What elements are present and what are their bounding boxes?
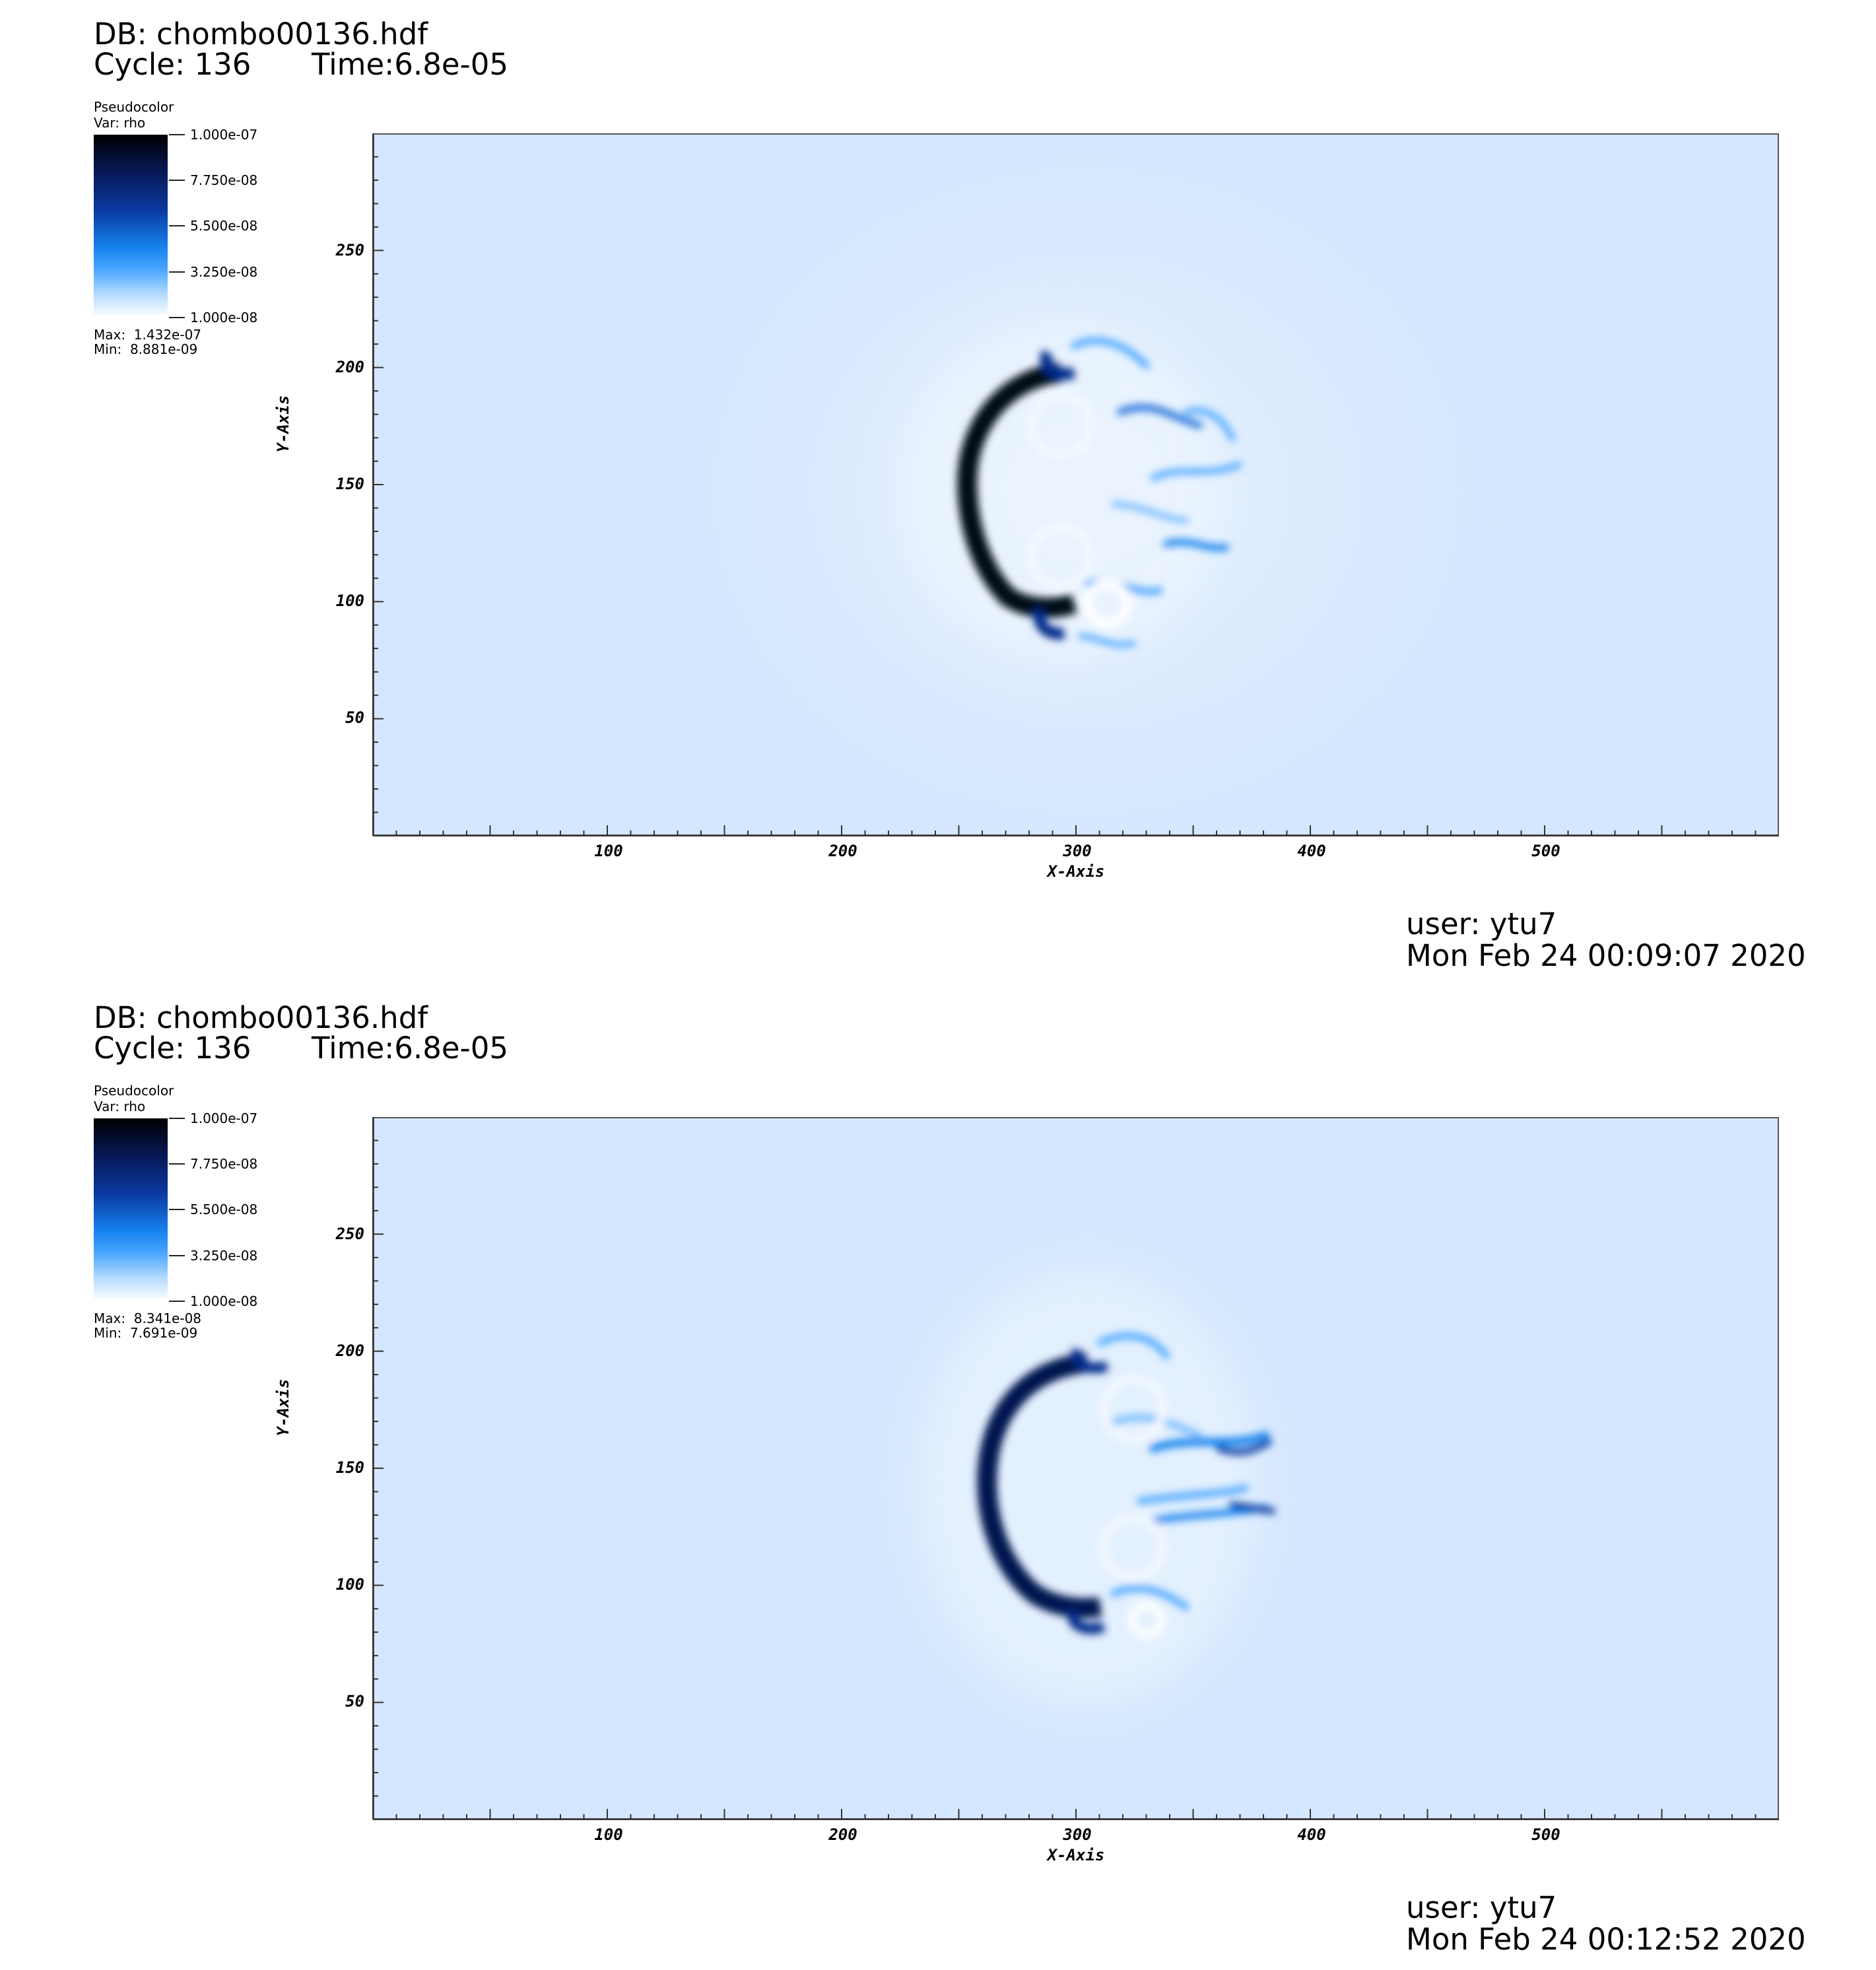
cycle-time-line: Cycle: 136 Time:6.8e-05 bbox=[94, 49, 508, 81]
y-tick-label: 100 bbox=[335, 592, 364, 610]
colorbar-tick-label: 1.000e-08 bbox=[190, 310, 258, 325]
legend-title: Pseudocolor Var: rho bbox=[94, 1083, 174, 1114]
colorbar-tick-label: 3.250e-08 bbox=[190, 264, 258, 280]
colorbar-tick-label: 1.000e-07 bbox=[190, 1110, 258, 1126]
x-tick-label: 100 bbox=[594, 842, 623, 860]
x-tick-label: 100 bbox=[594, 1825, 623, 1844]
colorbar-tick-label: 5.500e-08 bbox=[190, 1202, 258, 1217]
plot-panel-1: DB: chombo00136.hdf Cycle: 136 Time:6.8e-… bbox=[94, 17, 1806, 973]
colorbar-tick-label: 7.750e-08 bbox=[190, 1156, 258, 1172]
db-title: DB: chombo00136.hdf bbox=[94, 1000, 428, 1035]
db-title: DB: chombo00136.hdf bbox=[94, 17, 428, 51]
y-tick-label: 200 bbox=[335, 1342, 364, 1360]
legend-min: Min: 7.691e-09 bbox=[94, 1325, 198, 1341]
plot-area bbox=[373, 1117, 1779, 1819]
x-tick-label: 400 bbox=[1297, 842, 1326, 860]
legend-plot-type: Pseudocolor bbox=[94, 1083, 174, 1099]
colorbar-tick bbox=[169, 134, 185, 135]
colorbar bbox=[94, 1118, 168, 1301]
colorbar-tick bbox=[169, 180, 185, 181]
legend-var: Var: rho bbox=[94, 1099, 146, 1114]
x-tick-label: 300 bbox=[1063, 842, 1092, 860]
colorbar-tick bbox=[169, 1209, 185, 1210]
legend-var: Var: rho bbox=[94, 115, 146, 131]
colorbar-tick-label: 1.000e-08 bbox=[190, 1293, 258, 1309]
axes-ticks bbox=[372, 133, 1779, 836]
instability-plumes bbox=[1027, 337, 1242, 648]
user-label: user: ytu7 bbox=[1406, 1890, 1557, 1925]
x-tick-label: 200 bbox=[828, 842, 857, 860]
colorbar-tick bbox=[169, 1163, 185, 1165]
legend-max: Max: 8.341e-08 bbox=[94, 1310, 202, 1326]
y-tick-label: 100 bbox=[335, 1575, 364, 1594]
x-ticks bbox=[395, 1809, 1757, 1819]
colorbar-tick bbox=[169, 317, 185, 318]
density-field bbox=[704, 161, 1470, 821]
y-ticks bbox=[373, 1139, 384, 1797]
legend-min: Min: 8.881e-09 bbox=[94, 341, 198, 357]
y-tick-label: 50 bbox=[345, 708, 364, 727]
user-label: user: ytu7 bbox=[1406, 906, 1557, 941]
density-field bbox=[916, 1270, 1275, 1706]
instability-plumes bbox=[1097, 1332, 1275, 1639]
y-tick-label: 150 bbox=[335, 475, 364, 493]
colorbar-tick-label: 7.750e-08 bbox=[190, 172, 258, 188]
cycle-label: Cycle: 136 bbox=[94, 47, 251, 82]
shocked-front bbox=[977, 1348, 1109, 1635]
date-label: Mon Feb 24 00:09:07 2020 bbox=[1406, 938, 1806, 973]
date-label: Mon Feb 24 00:12:52 2020 bbox=[1406, 1922, 1806, 1957]
x-tick-label: 400 bbox=[1297, 1825, 1326, 1844]
shocked-front bbox=[957, 349, 1077, 640]
x-axis-title: X-Axis bbox=[1047, 1846, 1105, 1864]
x-ticks bbox=[395, 825, 1757, 836]
colorbar-tick-label: 5.500e-08 bbox=[190, 218, 258, 234]
legend-max: Max: 1.432e-07 bbox=[94, 327, 202, 343]
cycle-time-line: Cycle: 136 Time:6.8e-05 bbox=[94, 1033, 508, 1064]
time-label: Time:6.8e-05 bbox=[312, 1031, 509, 1066]
colorbar-tick bbox=[169, 1301, 185, 1302]
legend-plot-type: Pseudocolor bbox=[94, 99, 174, 115]
colorbar-tick bbox=[169, 225, 185, 226]
x-tick-label: 300 bbox=[1063, 1825, 1092, 1844]
time-label: Time:6.8e-05 bbox=[312, 47, 509, 82]
y-tick-label: 200 bbox=[335, 358, 364, 376]
colorbar bbox=[94, 135, 168, 317]
y-tick-label: 250 bbox=[335, 1225, 364, 1243]
x-tick-label: 200 bbox=[828, 1825, 857, 1844]
legend-title: Pseudocolor Var: rho bbox=[94, 99, 174, 131]
colorbar-tick-label: 1.000e-07 bbox=[190, 127, 258, 143]
cycle-label: Cycle: 136 bbox=[94, 1031, 251, 1066]
plot-area bbox=[373, 133, 1779, 836]
x-axis-title: X-Axis bbox=[1047, 862, 1105, 881]
y-tick-label: 150 bbox=[335, 1458, 364, 1477]
colorbar-tick bbox=[169, 1255, 185, 1256]
y-tick-label: 50 bbox=[345, 1692, 364, 1711]
plot-panel-2: DB: chombo00136.hdf Cycle: 136 Time:6.8e-… bbox=[0, 984, 1876, 1969]
colorbar-tick bbox=[169, 271, 185, 273]
y-ticks bbox=[373, 156, 384, 813]
y-tick-label: 250 bbox=[335, 241, 364, 259]
colorbar-tick-label: 3.250e-08 bbox=[190, 1248, 258, 1264]
y-axis-title: Y-Axis bbox=[274, 395, 292, 453]
axes-ticks bbox=[372, 1117, 1779, 1820]
colorbar-tick bbox=[169, 1118, 185, 1119]
y-axis-title: Y-Axis bbox=[274, 1378, 292, 1437]
x-tick-label: 500 bbox=[1531, 842, 1560, 860]
x-tick-label: 500 bbox=[1531, 1825, 1560, 1844]
